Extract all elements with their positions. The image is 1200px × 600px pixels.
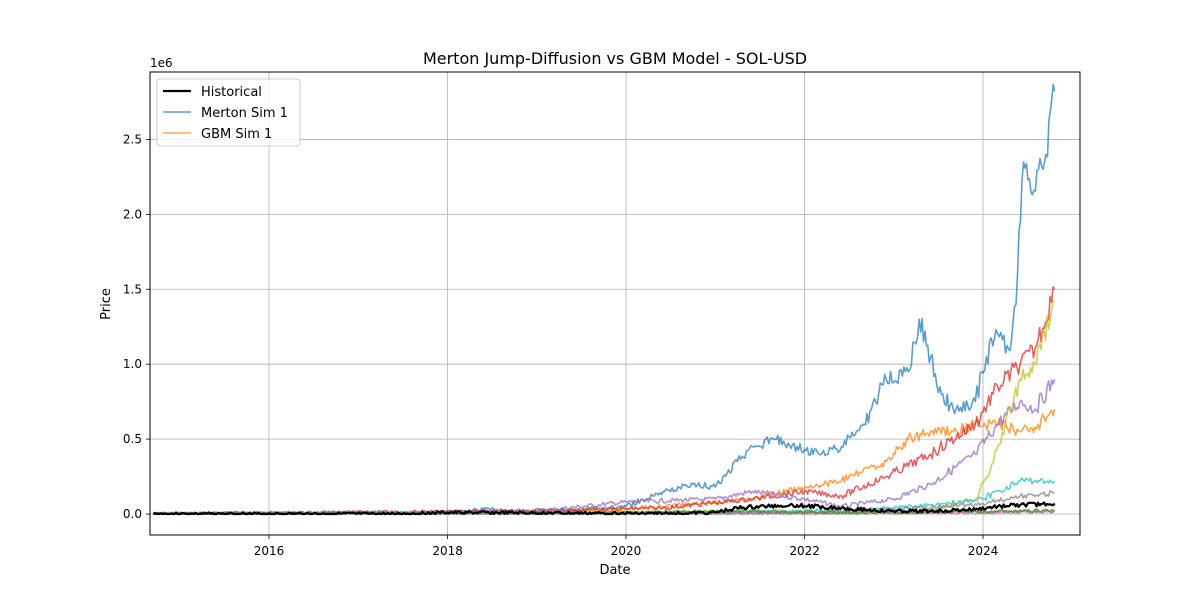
- legend-box: [156, 78, 301, 147]
- chart-title: Merton Jump-Diffusion vs GBM Model - SOL…: [423, 49, 807, 68]
- legend: Historical Merton Sim 1 GBM Sim 1: [156, 78, 301, 147]
- x-tick-label: 2022: [789, 544, 820, 558]
- legend-label: GBM Sim 1: [201, 127, 272, 142]
- x-tick-label: 2024: [968, 544, 999, 558]
- y-tick-label: 1.0: [123, 357, 142, 371]
- legend-label: Historical: [201, 85, 262, 100]
- plot-frame: [149, 71, 1081, 536]
- y-axis-label: Price: [99, 288, 114, 320]
- series-line-historical: [152, 501, 1056, 516]
- y-offset-label: 1e6: [150, 56, 173, 70]
- y-tick-label: 2.0: [123, 207, 142, 221]
- y-tick-label: 2.5: [123, 132, 142, 146]
- legend-label: Merton Sim 1: [201, 106, 288, 121]
- x-tick-label: 2018: [432, 544, 463, 558]
- y-tick-label: 1.5: [123, 282, 142, 296]
- x-tick-label: 2020: [611, 544, 642, 558]
- y-tick-label: 0.0: [123, 507, 142, 521]
- x-axis-label: Date: [599, 563, 630, 578]
- x-tick-label: 2016: [254, 544, 285, 558]
- y-tick-label: 0.5: [123, 432, 142, 446]
